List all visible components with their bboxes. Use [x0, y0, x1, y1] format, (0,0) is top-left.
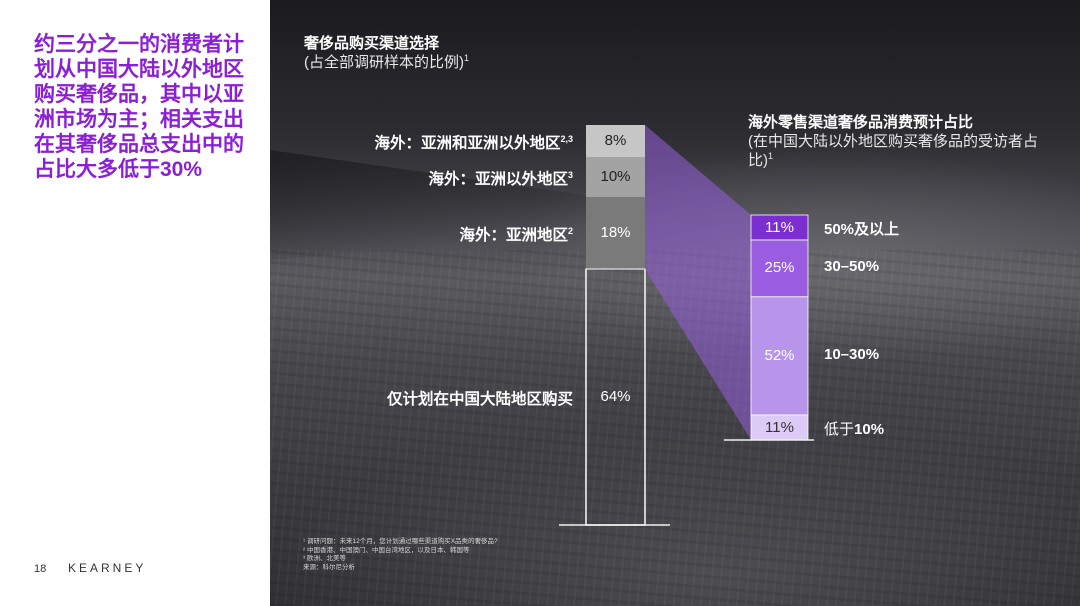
chart1-title: 奢侈品购买渠道选择 [304, 35, 440, 52]
bar1-segment-2 [586, 197, 645, 269]
bar1-category-label-1: 海外：亚洲以外地区3 [428, 169, 573, 188]
chart2-subtitle: (在中国大陆以外地区购买奢侈品的受访者占比)1 [748, 133, 1038, 169]
footnote-3: ³ 欧洲、北美等 [303, 555, 346, 562]
bar1-category-label-2: 海外：亚洲地区2 [459, 225, 573, 244]
bar2-category-label-2: 10–30% [824, 345, 880, 363]
bar2-value-label-0: 11% [765, 218, 794, 236]
bar1-value-label-1: 10% [600, 168, 631, 185]
bar2-category-label-0: 50%及以上 [824, 220, 900, 238]
footnote-2: ² 中国香港、中国澳门、中国台湾地区，以及日本、韩国等 [303, 546, 470, 554]
bar1-value-label-2: 18% [600, 224, 631, 241]
bar2-segment-0 [750, 214, 809, 241]
bar1-value-label-3: 64% [600, 388, 631, 405]
bar2-value-label-2: 52% [764, 346, 795, 364]
bar2-value-label-3: 11% [765, 418, 794, 436]
headline: 约三分之一的消费者计划从中国大陆以外地区购买奢侈品，其中以亚洲市场为主；相关支出… [34, 33, 244, 181]
footnotes: ¹ 调研问题：未来12个月，您计划通过哪些渠道购买X品类的奢侈品? ² 中国香港… [303, 538, 498, 572]
bar2-value-label-1: 25% [764, 259, 795, 277]
left-panel: 约三分之一的消费者计划从中国大陆以外地区购买奢侈品，其中以亚洲市场为主；相关支出… [0, 0, 270, 606]
bar2-category-label-3: 低于10% [824, 420, 885, 438]
bar1-segment-0 [586, 125, 645, 157]
bar2-segment-3 [750, 414, 809, 441]
footnote-source: 来源：科尔尼分析 [303, 563, 355, 571]
bar1-segment-1 [586, 157, 645, 197]
chart1-subtitle: (占全部调研样本的比例)1 [304, 53, 470, 72]
bar1-value-label-0: 8% [604, 132, 627, 149]
chart2-title: 海外零售渠道奢侈品消费预计占比 [748, 114, 974, 131]
footnote-1: ¹ 调研问题：未来12个月，您计划通过哪些渠道购买X品类的奢侈品? [303, 538, 498, 545]
page-number: 18 [34, 563, 47, 575]
bar1-category-label-0: 海外：亚洲和亚洲以外地区2,3 [374, 133, 573, 152]
connector-wedge [645, 125, 751, 440]
bar1-category-label-3: 仅计划在中国大陆地区购买 [386, 391, 573, 408]
bar2-segment-1 [750, 239, 809, 298]
bar2-segment-2 [750, 296, 809, 416]
bar2-category-label-1: 30–50% [824, 258, 880, 276]
brand-logo: KEARNEY [68, 561, 147, 575]
